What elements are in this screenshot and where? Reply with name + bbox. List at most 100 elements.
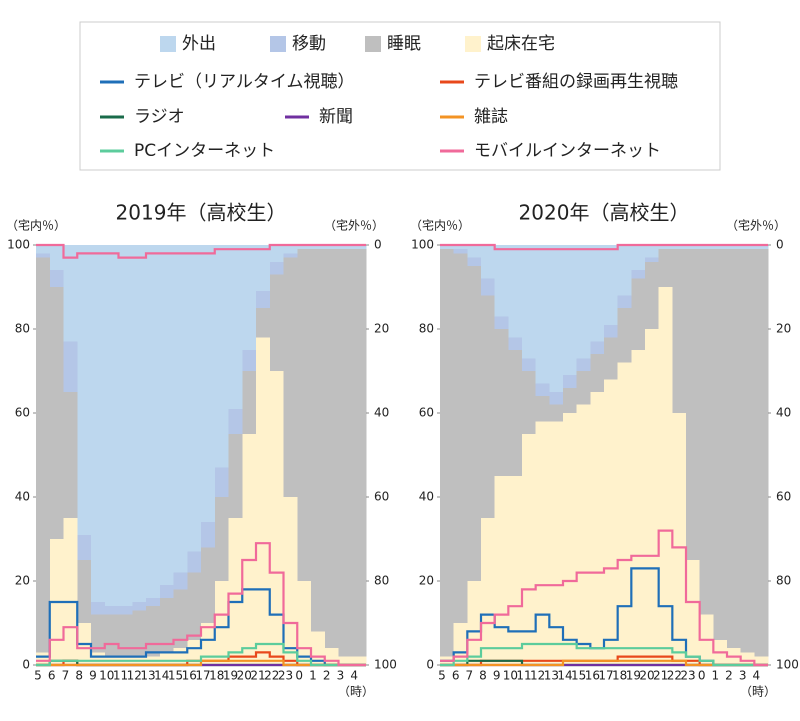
x-tick-label: 11 [516,669,531,683]
chart-title: 2019年（高校生） [116,201,287,225]
area-segment [338,656,353,665]
x-tick-label: 12 [530,669,545,683]
area-segment [338,245,353,250]
area-segment [604,379,619,665]
legend-swatch [270,36,286,52]
area-segment [686,245,701,250]
area-segment [256,291,271,308]
area-segment [467,245,482,258]
y2-tick-label: 80 [776,574,791,588]
area-segment [576,404,591,665]
area-segment [645,245,660,258]
area-segment [104,606,120,615]
legend-label: テレビ番組の録画再生視聴 [474,72,678,92]
area-segment [352,249,367,657]
area-segment [617,295,632,308]
area-segment [494,316,509,329]
legend-label: PCインターネット [134,141,275,161]
area-segment [146,245,161,598]
y2-tick-label: 20 [374,322,389,336]
y2-axis-label: （宅外％） [726,218,786,233]
y-tick-label: 60 [419,406,434,420]
x-tick-label: 18 [612,669,627,683]
series-line: モバイルインターネット [36,542,366,667]
area-segment [699,245,714,250]
area-segment [617,308,632,363]
x-tick-label: 3 [337,669,345,683]
area-segment [36,253,51,258]
area-segment [576,371,591,405]
series-line: 雑誌 [440,659,768,667]
x-tick-label: 13 [544,669,559,683]
area-segment [535,396,550,422]
area-segment [91,602,106,615]
x-tick-label: 0 [698,669,706,683]
area-segment [481,295,496,518]
x-tick-label: 14 [154,669,169,683]
area-segment [352,656,367,665]
x-tick-label: 22 [264,669,279,683]
area-segment [201,245,216,523]
legend-label: テレビ（リアルタイム視聴） [134,72,355,92]
series-line: モバイルインターネット [36,243,366,259]
area-segment [645,329,660,665]
x-tick-label: 4 [350,669,358,683]
area-segment [508,337,523,350]
area-segment [214,581,230,665]
area-segment [658,245,673,250]
area-segment [159,597,175,653]
area-segment [324,249,340,649]
area-segment [590,341,605,355]
x-tick-label: 22 [667,669,682,683]
area-segment [713,245,728,250]
x-tick-label: 7 [466,669,474,683]
area-segment [453,249,468,254]
area-segment [159,585,175,598]
area-segment [535,383,550,397]
y-tick-label: 80 [15,322,30,336]
area-segment [467,581,482,665]
area-segment [77,245,92,535]
area-segment [214,497,230,581]
y2-tick-label: 80 [374,574,389,588]
area-segment [686,249,701,560]
area-segment [49,245,65,271]
y2-tick-label: 40 [776,406,791,420]
area-segment [338,249,353,657]
x-tick-label: 10 [503,669,518,683]
area-segment [631,350,646,665]
area-segment [297,249,312,581]
x-tick-label: 2 [725,669,733,683]
area-segment [617,245,632,296]
area-segment [214,467,230,497]
y-axis-label: （宅内％） [410,218,470,233]
area-segment [508,245,523,338]
y2-axis-label: （宅外％） [324,218,384,233]
area-segment [91,614,106,653]
area-segment [269,371,285,665]
area-segment [36,652,51,665]
x-tick-label: 5 [438,669,446,683]
y-tick-label: 20 [419,574,434,588]
area-segment [118,245,133,607]
x-tick-label: 12 [127,669,142,683]
area-segment [631,270,646,279]
area-segment [242,350,257,371]
y-tick-label: 20 [15,574,30,588]
legend-swatch [365,36,381,52]
area-segment [297,245,312,250]
x-tick-label: 13 [140,669,155,683]
area-segment [631,278,646,350]
y-tick-label: 40 [419,490,434,504]
area-segment [754,656,769,665]
area-segment [549,421,564,665]
x-tick-label: 17 [195,669,210,683]
x-tick-label: 11 [113,669,128,683]
area-segment [311,245,326,250]
area-segment [352,245,367,250]
series-line: モバイルインターネット [440,529,768,667]
area-segment [549,392,564,405]
area-segment [242,434,257,665]
legend-swatch [160,36,176,52]
x-tick-label: 7 [62,669,70,683]
